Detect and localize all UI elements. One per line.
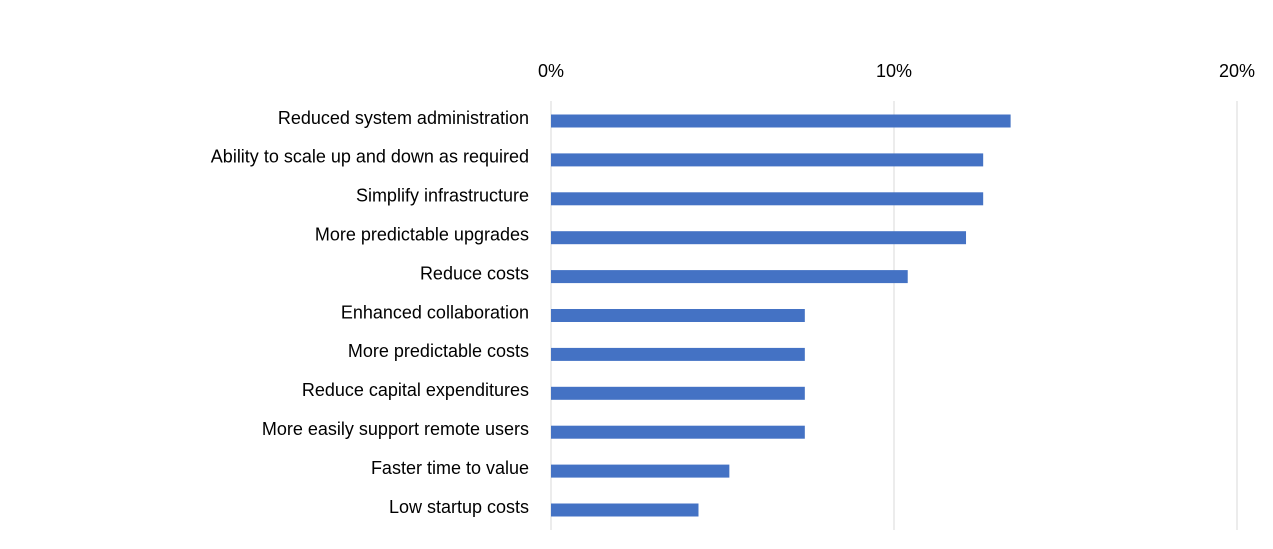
- y-tick-label: Reduce costs: [420, 263, 529, 283]
- y-tick-label: Simplify infrastructure: [356, 186, 529, 206]
- bar: [551, 464, 730, 478]
- bar: [551, 347, 805, 361]
- bar: [551, 192, 984, 206]
- y-tick-label: More predictable costs: [348, 341, 529, 361]
- bar: [551, 153, 984, 167]
- y-tick-label: Reduced system administration: [278, 108, 529, 128]
- y-tick-label: Faster time to value: [371, 458, 529, 478]
- bar: [551, 114, 1011, 128]
- bar: [551, 425, 805, 439]
- x-tick-label: 10%: [876, 61, 912, 81]
- y-tick-label: More easily support remote users: [262, 419, 529, 439]
- bar: [551, 386, 805, 400]
- bar: [551, 503, 699, 517]
- y-tick-label: Enhanced collaboration: [341, 302, 529, 322]
- x-tick-label: 0%: [538, 61, 564, 81]
- y-tick-label: Low startup costs: [389, 497, 529, 517]
- bar: [551, 270, 908, 284]
- y-tick-label: Reduce capital expenditures: [302, 380, 529, 400]
- bar: [551, 231, 967, 245]
- y-tick-label: More predictable upgrades: [315, 224, 529, 244]
- bar: [551, 309, 805, 322]
- x-tick-label: 20%: [1219, 61, 1255, 81]
- y-tick-label: Ability to scale up and down as required: [211, 147, 529, 167]
